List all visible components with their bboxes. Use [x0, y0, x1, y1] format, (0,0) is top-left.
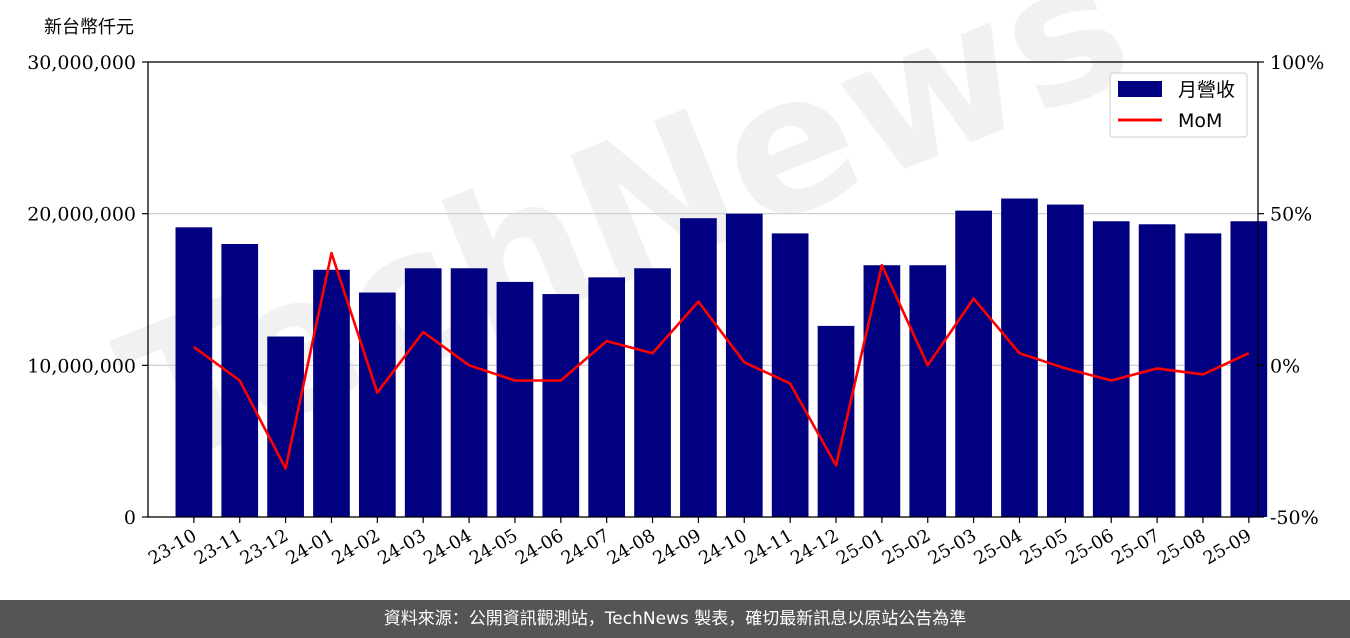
x-tick-label: 24-01 — [283, 525, 338, 569]
bar — [817, 325, 855, 517]
x-tick-label: 24-09 — [649, 525, 704, 569]
x-tick-label: 24-07 — [558, 525, 613, 569]
bar — [358, 292, 396, 517]
y-axis-unit-label: 新台幣仟元 — [44, 17, 134, 38]
bar-series — [175, 198, 1268, 518]
x-tick-label: 24-06 — [512, 525, 567, 569]
y-axis-left: 0 10,000,000 20,000,000 30,000,000 — [27, 52, 148, 529]
x-tick-label: 24-03 — [374, 525, 429, 569]
bar — [450, 268, 488, 517]
x-tick-label: 23-11 — [191, 525, 246, 569]
bar — [588, 277, 626, 517]
x-tick-label: 24-11 — [741, 525, 796, 569]
bar — [1092, 221, 1130, 517]
bar — [909, 265, 947, 517]
x-tick-label: 23-12 — [237, 525, 292, 569]
x-tick-label: 25-03 — [925, 525, 980, 569]
x-tick-label: 24-10 — [695, 525, 750, 569]
bar — [175, 227, 213, 518]
legend-swatch-revenue — [1118, 81, 1162, 97]
y-tick-label: 30,000,000 — [27, 52, 136, 74]
x-tick-label: 24-12 — [787, 525, 842, 569]
y2-tick-label: 0% — [1270, 355, 1300, 377]
y-tick-label: 0 — [124, 507, 136, 529]
y2-tick-label: 50% — [1270, 204, 1312, 226]
legend: 月營收 MoM — [1109, 72, 1248, 138]
bar — [725, 213, 763, 517]
x-tick-label: 25-05 — [1016, 525, 1071, 569]
x-tick-label: 23-10 — [145, 525, 200, 569]
x-tick-label: 24-05 — [466, 525, 521, 569]
x-tick-label: 24-08 — [604, 525, 659, 569]
y-axis-right: -50% 0% 50% 100% — [1258, 52, 1324, 529]
bar — [267, 336, 304, 517]
x-tick-label: 24-02 — [328, 525, 383, 569]
bar — [496, 281, 534, 517]
mom-series — [193, 251, 1250, 470]
legend-label-revenue: 月營收 — [1178, 79, 1235, 101]
mom-line — [193, 251, 1250, 470]
x-tick-label: 24-04 — [420, 525, 475, 569]
bar — [680, 218, 717, 517]
bar — [404, 268, 442, 517]
y2-tick-label: -50% — [1270, 507, 1319, 529]
x-tick-label: 25-01 — [833, 525, 888, 569]
plot-frame — [147, 61, 1259, 518]
x-tick-label: 25-06 — [1062, 525, 1117, 569]
y-tick-label: 10,000,000 — [27, 355, 136, 377]
x-tick-label: 25-09 — [1200, 525, 1255, 569]
x-tick-label: 25-02 — [879, 525, 934, 569]
bar — [771, 233, 809, 517]
legend-label-mom: MoM — [1178, 110, 1222, 132]
chart: TechNews 010,000,00020,000,00030,000,000… — [27, 0, 1324, 569]
bar — [863, 265, 901, 517]
x-tick-label: 25-04 — [971, 525, 1026, 569]
source-footer: 資料來源：公開資訊觀測站，TechNews 製表，確切最新訊息以原站公告為準 — [0, 600, 1350, 638]
bar — [634, 268, 671, 517]
bar — [1047, 204, 1084, 518]
x-tick-label: 25-08 — [1154, 525, 1209, 569]
y2-tick-label: 100% — [1270, 52, 1324, 74]
bar — [955, 210, 992, 517]
y-tick-label: 20,000,000 — [27, 204, 136, 226]
x-tick-label: 25-07 — [1108, 525, 1163, 569]
bar — [313, 269, 350, 517]
bar — [1230, 221, 1268, 517]
bar — [542, 294, 580, 517]
x-axis: 23-1023-1123-1224-0124-0224-0324-0424-05… — [145, 517, 1255, 569]
